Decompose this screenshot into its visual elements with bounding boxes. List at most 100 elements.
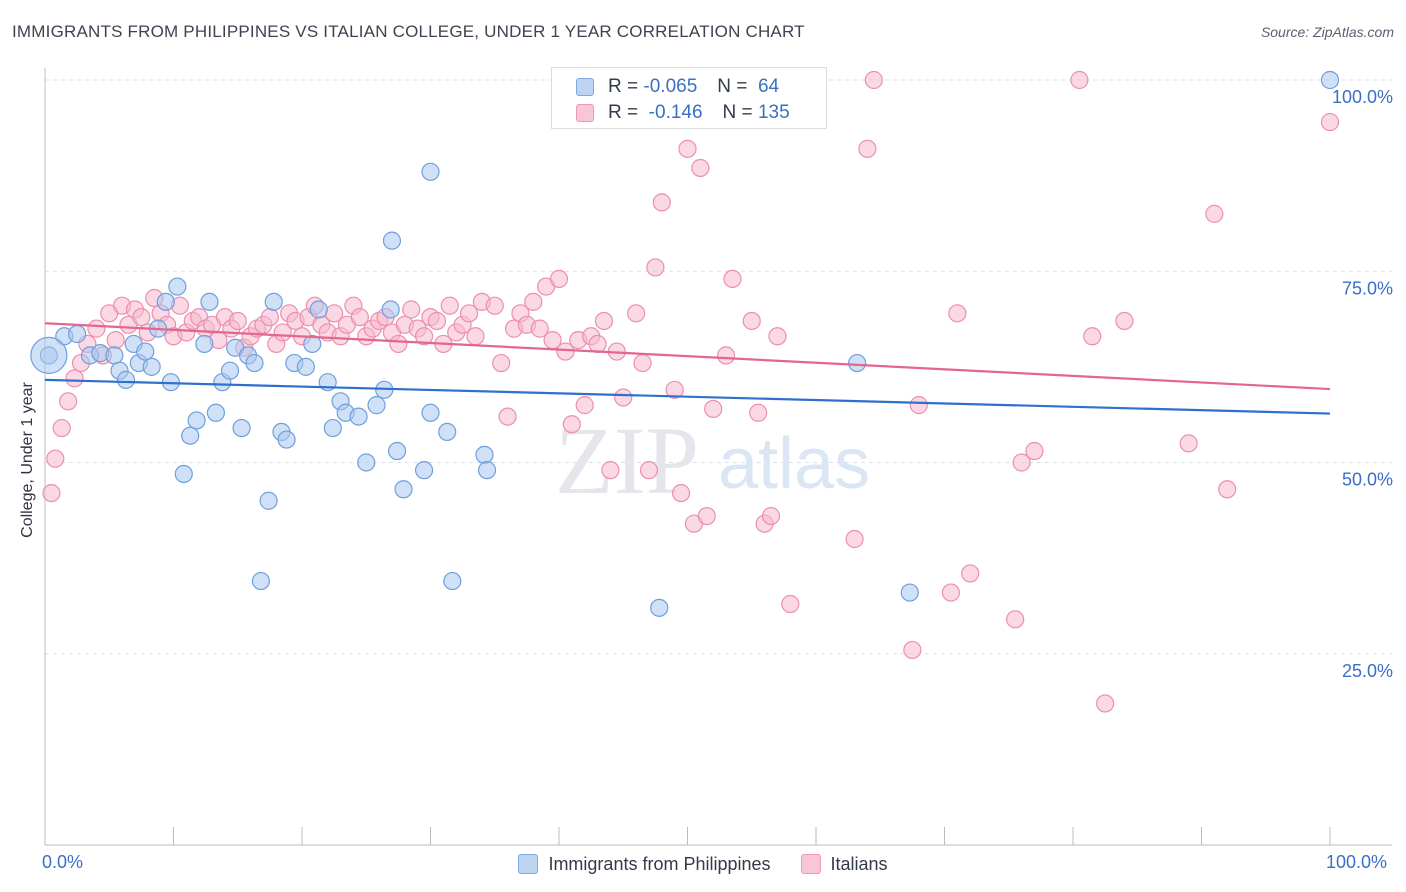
n-value: 135: [757, 102, 790, 123]
watermark: ZIP atlas: [555, 407, 870, 514]
italians-point: [59, 392, 78, 411]
grid: [45, 79, 1392, 655]
italians-point: [427, 311, 447, 331]
italians-point: [42, 484, 61, 503]
philippines-point: [187, 411, 206, 430]
y-tick-label: 75.0%: [1342, 278, 1393, 298]
trend-lines: [44, 322, 1331, 415]
philippines-point: [382, 231, 402, 250]
n-value: 64: [757, 76, 780, 97]
italians-point: [350, 308, 369, 327]
philippines-point: [309, 300, 328, 319]
y-tick-label: 100.0%: [1332, 87, 1393, 107]
italians-point: [87, 319, 106, 338]
philippines-point: [68, 324, 87, 344]
philippines-point: [245, 353, 264, 373]
r-label: R =: [608, 76, 639, 97]
italians-point: [1070, 70, 1089, 90]
philippines-point: [116, 370, 136, 389]
italians-point: [781, 594, 800, 614]
italians-point: [716, 346, 736, 365]
italians-point: [723, 269, 742, 288]
italians-point: [646, 258, 665, 277]
y-axis-label: College, Under 1 year: [19, 382, 36, 538]
italians-point: [1179, 434, 1198, 453]
y-tick-labels: 25.0% 50.0% 75.0% 100.0%: [1332, 87, 1393, 681]
philippines-point: [195, 334, 214, 354]
x-tick-label-min: 0.0%: [42, 852, 84, 872]
italians-point: [1025, 441, 1044, 461]
italians-point: [633, 353, 652, 373]
philippines-point: [421, 162, 440, 181]
philippines-point: [168, 277, 187, 296]
correlation-legend: R = -0.065 N = 64 R = -0.146 N = 135: [551, 67, 827, 129]
italians-point: [498, 407, 517, 426]
italians-point: [768, 327, 787, 346]
italians-point: [749, 403, 768, 422]
italians-point: [594, 311, 614, 331]
philippines-point: [381, 300, 400, 319]
italians-point: [671, 484, 691, 503]
italians-point: [389, 334, 408, 354]
n-label: N =: [717, 76, 748, 97]
legend-row-philippines: R = -0.065 N = 64: [576, 75, 779, 99]
philippines-point: [174, 464, 193, 484]
philippines-point: [421, 403, 440, 422]
philippines-swatch: [576, 78, 594, 96]
series-legend: Immigrants from Philippines Italians: [0, 852, 1406, 876]
italians-point: [691, 158, 710, 178]
r-label: R =: [608, 102, 639, 123]
italians-point: [440, 296, 459, 315]
italians-point: [65, 369, 84, 388]
x-tick-label-max: 100.0%: [1326, 852, 1388, 872]
legend-item-italians[interactable]: Italians: [800, 852, 888, 876]
italians-point: [652, 193, 671, 212]
italians-swatch: [576, 104, 594, 122]
italians-point: [639, 461, 659, 480]
italians-point: [697, 506, 716, 526]
italians-point: [1083, 327, 1102, 346]
philippines-point: [438, 422, 457, 441]
italians-point: [626, 304, 646, 323]
italians-point: [228, 311, 247, 331]
italians-point: [524, 292, 543, 311]
italians-point: [1115, 311, 1134, 331]
italians-point: [485, 296, 504, 315]
r-value: -0.065: [643, 76, 698, 97]
y-tick-label: 50.0%: [1342, 470, 1393, 490]
philippines-point: [475, 445, 494, 464]
italians-point: [761, 506, 781, 526]
italians-point: [961, 564, 980, 583]
watermark-atlas: atlas: [718, 424, 870, 504]
philippines-point: [900, 583, 919, 602]
italians-point: [941, 583, 961, 602]
italians-point: [459, 304, 479, 323]
philippines-point: [303, 334, 322, 354]
italians-point: [46, 449, 65, 468]
philippines-point: [848, 353, 867, 373]
italians-point: [414, 327, 434, 346]
philippines-point: [105, 346, 124, 365]
italians-point: [52, 418, 71, 438]
philippines-point: [277, 430, 296, 449]
italians-legend-swatch: [800, 854, 821, 874]
philippines-point: [181, 426, 200, 445]
legend-item-philippines[interactable]: Immigrants from Philippines: [518, 852, 771, 876]
source-label: Source: ZipAtlas.com: [1260, 24, 1394, 40]
philippines-cluster-point: [30, 336, 68, 374]
axes: [44, 68, 1392, 846]
philippines-point: [251, 571, 270, 591]
legend-label-philippines: Immigrants from Philippines: [548, 853, 771, 874]
italians-point: [1218, 480, 1237, 499]
italians-point: [678, 139, 697, 158]
chart-title: IMMIGRANTS FROM PHILIPPINES VS ITALIAN C…: [12, 22, 805, 41]
italians-point: [665, 380, 684, 399]
philippines-point: [264, 292, 283, 311]
italians-point: [1096, 694, 1115, 713]
philippines-point: [323, 418, 342, 438]
italians-point: [492, 353, 511, 373]
philippines-point: [443, 571, 462, 591]
italians-point: [601, 461, 620, 480]
italians-point: [106, 331, 125, 350]
